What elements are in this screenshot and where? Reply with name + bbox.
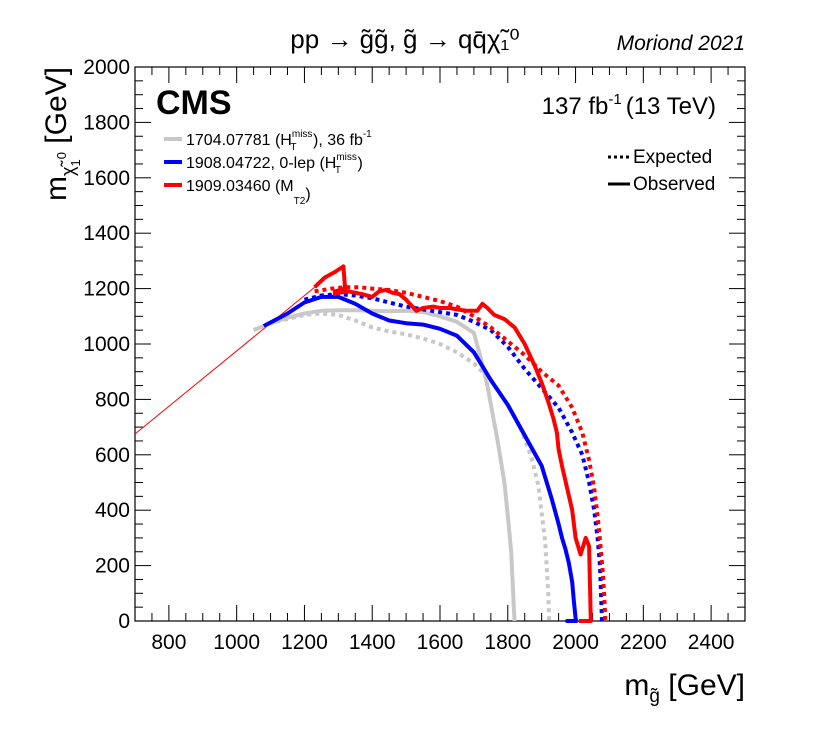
diagonal-line	[134, 286, 315, 435]
y-axis-unit: [GeV]	[40, 67, 73, 152]
x-tick-label: 1600	[417, 631, 464, 654]
legend-sub: T	[290, 142, 296, 153]
legend-entry: 1908.04722, 0-lep (Hmiss T)	[186, 152, 363, 176]
legend-suffix-sup: -1	[363, 129, 372, 140]
legend-suffix: )	[358, 155, 363, 172]
legend-sup: miss	[336, 152, 357, 163]
legend-sub: T2	[294, 196, 306, 207]
legend-entry: 1704.07781 (Hmiss T ), 36 fb-1	[186, 129, 372, 153]
experiment-label: CMS	[156, 84, 232, 122]
legend-sub: T	[335, 165, 341, 176]
y-tick-label: 800	[95, 388, 130, 411]
x-tick-label: 2400	[688, 631, 735, 654]
energy-value: (13 TeV)	[626, 93, 716, 120]
legend-suffix: )	[305, 186, 310, 203]
y-tick-label: 600	[95, 444, 130, 467]
y-axis-title: mχ̃10 [GeV]	[40, 67, 83, 201]
observed-curve	[252, 308, 517, 622]
color-legend: 1704.07781 (Hmiss T), 36 fb-11908.04722, …	[164, 129, 372, 207]
style-legend: Expected Observed	[608, 147, 715, 195]
x-axis-unit: [GeV]	[660, 669, 745, 702]
x-tick-label: 1400	[349, 631, 396, 654]
observed-curve	[313, 264, 593, 623]
x-axis-title: mg̃ [GeV]	[624, 669, 745, 707]
y-tick-label: 1800	[83, 111, 130, 134]
legend-text: 1909.03460 (M	[186, 178, 294, 195]
x-tick-label: 2000	[552, 631, 599, 654]
curves	[134, 264, 608, 623]
expected-curve	[303, 292, 604, 622]
x-tick-label: 1200	[281, 631, 328, 654]
luminosity-exponent: -1	[608, 91, 621, 108]
y-tick-label: 0	[118, 610, 130, 633]
luminosity-label: 137 fb-1 (13 TeV)	[542, 91, 716, 120]
luminosity-value: 137 fb	[542, 93, 609, 120]
y-axis-mass-symbol: m	[40, 176, 73, 201]
conference-label: Moriond 2021	[617, 32, 745, 55]
style-legend-label: Observed	[633, 174, 715, 195]
x-tick-label: 1800	[484, 631, 531, 654]
observed-curve	[262, 294, 579, 623]
legend-sup: miss	[292, 129, 313, 140]
x-axis-subscript: g̃	[649, 686, 660, 707]
legend-suffix: ), 36 fb	[313, 132, 363, 149]
y-tick-label: 1200	[83, 278, 130, 301]
y-tick-label: 1600	[83, 167, 130, 190]
y-tick-label: 400	[95, 499, 130, 522]
x-tick-labels: 800 1000 1200 1400 1600 1800 2000 2200 2400	[151, 631, 734, 654]
axis-ticks	[134, 66, 746, 622]
y-axis-subscript-index: 1	[68, 159, 83, 166]
x-tick-label: 2200	[620, 631, 667, 654]
y-axis-subscript-charge: 0	[54, 152, 69, 159]
style-legend-label: Expected	[633, 147, 712, 168]
legend-entry: 1909.03460 (MT2)	[186, 178, 311, 207]
y-tick-label: 2000	[83, 56, 130, 79]
expected-curve	[314, 285, 608, 622]
x-axis-mass-symbol: m	[624, 669, 649, 702]
x-tick-label: 800	[151, 631, 186, 654]
x-tick-label: 1000	[213, 631, 260, 654]
expected-curve	[252, 311, 552, 622]
legend-text: 1704.07781 (H	[186, 132, 292, 149]
legend-text: 1908.04722, 0-lep (H	[186, 155, 336, 172]
y-tick-labels: 0 200 400 600 800 1000 1200 1400 1600 1800 2000	[83, 56, 130, 633]
process-title: pp → g̃g̃, g̃ → qq̄χ̃₁⁰	[290, 24, 519, 54]
y-tick-label: 1000	[83, 333, 130, 356]
y-tick-label: 1400	[83, 222, 130, 245]
y-tick-label: 200	[95, 555, 130, 578]
